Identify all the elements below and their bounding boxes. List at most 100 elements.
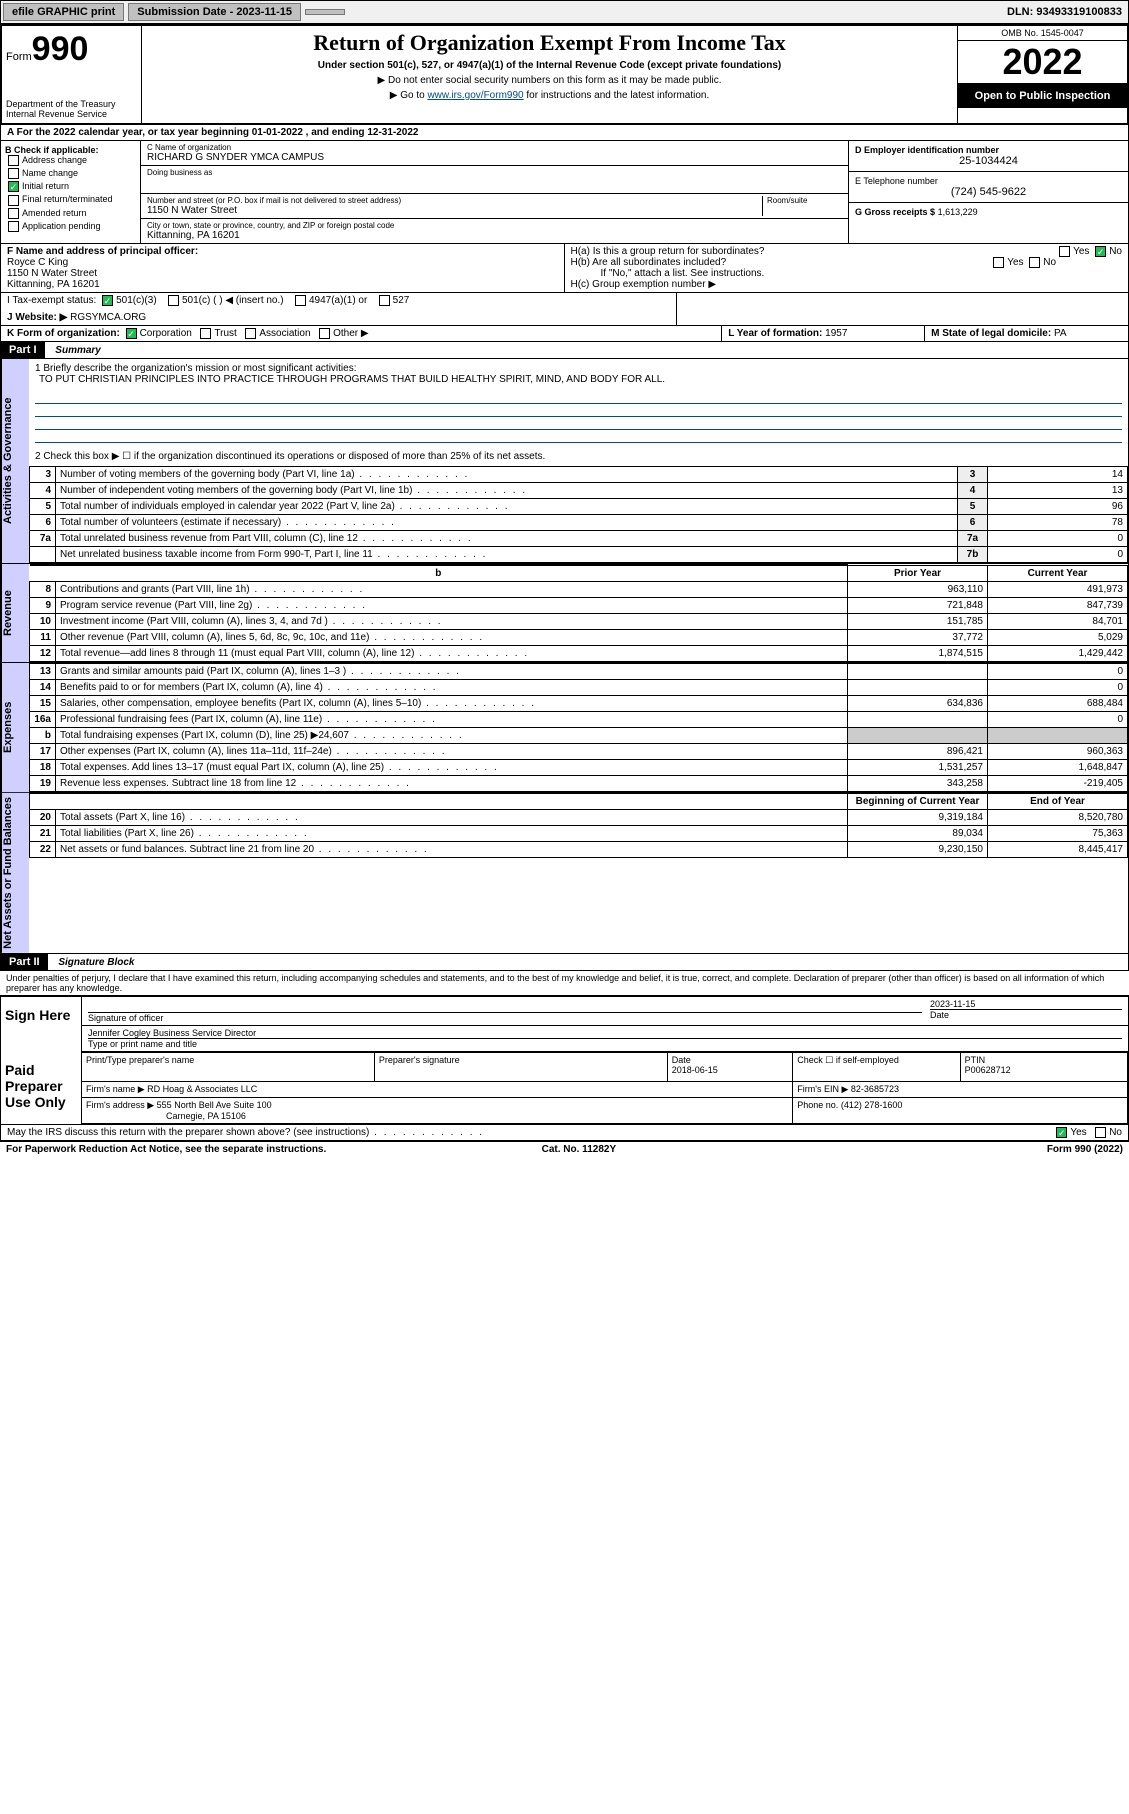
ck-initial-return[interactable]: Initial return	[5, 181, 136, 192]
header-left: Form990 Department of the Treasury Inter…	[2, 26, 142, 123]
header-right: OMB No. 1545-0047 2022 Open to Public In…	[957, 26, 1127, 123]
part2-title: Signature Block	[50, 957, 134, 968]
line-no: 18	[30, 760, 56, 776]
line-desc: Net assets or fund balances. Subtract li…	[56, 842, 848, 858]
form-title: Return of Organization Exempt From Incom…	[146, 30, 953, 56]
ck-amended[interactable]: Amended return	[5, 208, 136, 219]
cat-no: Cat. No. 11282Y	[542, 1144, 616, 1155]
officer-addr2: Kittanning, PA 16201	[7, 279, 558, 290]
column-deg: D Employer identification number25-10344…	[848, 141, 1128, 243]
hb-yes[interactable]	[993, 257, 1004, 268]
line-prior	[848, 728, 988, 744]
ck-final-return[interactable]: Final return/terminated	[5, 194, 136, 205]
telephone: (724) 545-9622	[855, 186, 1122, 198]
line-no: 11	[30, 630, 56, 646]
vtab-expenses: Expenses	[1, 663, 29, 792]
line-box: 7a	[958, 531, 988, 547]
ck-corp[interactable]	[126, 328, 137, 339]
dept-label: Department of the Treasury Internal Reve…	[6, 99, 137, 119]
sig-date: 2023-11-15	[930, 999, 1122, 1009]
ck-name-change[interactable]: Name change	[5, 168, 136, 179]
line-prior	[848, 680, 988, 696]
ck-other[interactable]	[319, 328, 330, 339]
q2: 2 Check this box ▶ ☐ if the organization…	[29, 447, 1128, 466]
line-no: 16a	[30, 712, 56, 728]
line-no: 22	[30, 842, 56, 858]
block-bcde: B Check if applicable: Address change Na…	[0, 141, 1129, 244]
line-val: 13	[988, 483, 1128, 499]
vtab-governance: Activities & Governance	[1, 359, 29, 563]
line-desc: Total revenue—add lines 8 through 11 (mu…	[56, 646, 848, 662]
line-current: 1,648,847	[988, 760, 1128, 776]
k-label: K Form of organization:	[7, 328, 120, 339]
submission-date: Submission Date - 2023-11-15	[128, 3, 301, 21]
line-val: 0	[988, 531, 1128, 547]
paperwork-notice: For Paperwork Reduction Act Notice, see …	[6, 1144, 326, 1155]
discuss-no[interactable]	[1095, 1127, 1106, 1138]
part1-tag: Part I	[1, 342, 45, 358]
discuss-label: May the IRS discuss this return with the…	[7, 1127, 484, 1138]
ck-4947[interactable]	[295, 295, 306, 306]
line-prior: 1,874,515	[848, 646, 988, 662]
line-box: 7b	[958, 547, 988, 563]
line-desc: Net unrelated business taxable income fr…	[56, 547, 958, 563]
ha-yes[interactable]	[1059, 246, 1070, 257]
ck-527[interactable]	[379, 295, 390, 306]
line-no: 21	[30, 826, 56, 842]
line-current: 0	[988, 680, 1128, 696]
ptin: P00628712	[965, 1065, 1123, 1075]
ck-trust[interactable]	[200, 328, 211, 339]
line-desc: Total fundraising expenses (Part IX, col…	[56, 728, 848, 744]
line-desc: Total unrelated business revenue from Pa…	[56, 531, 958, 547]
firm-phone-label: Phone no.	[797, 1100, 838, 1110]
part2-tag: Part II	[1, 954, 48, 970]
line-desc: Salaries, other compensation, employee b…	[56, 696, 848, 712]
vtab-netassets: Net Assets or Fund Balances	[1, 793, 29, 953]
ha-label: H(a) Is this a group return for subordin…	[571, 246, 765, 257]
ck-app-pending[interactable]: Application pending	[5, 221, 136, 232]
ck-501c[interactable]	[168, 295, 179, 306]
line-current: 960,363	[988, 744, 1128, 760]
firm-addr2: Carnegie, PA 15106	[86, 1111, 246, 1121]
website: RGSYMCA.ORG	[70, 312, 146, 323]
ck-501c3[interactable]	[102, 295, 113, 306]
signature-block: Sign Here Signature of officer 2023-11-1…	[0, 995, 1129, 1125]
line-prior: 9,230,150	[848, 842, 988, 858]
row-a-taxyear: A For the 2022 calendar year, or tax yea…	[0, 125, 1129, 141]
state-domicile: PA	[1054, 328, 1067, 339]
part1-expenses: Expenses 13Grants and similar amounts pa…	[0, 663, 1129, 793]
discuss-yes[interactable]	[1056, 1127, 1067, 1138]
prep-name-label: Print/Type preparer's name	[86, 1055, 370, 1065]
col-current: Current Year	[988, 565, 1128, 582]
line-current: -219,405	[988, 776, 1128, 792]
room-label: Room/suite	[767, 196, 842, 205]
form-header: Form990 Department of the Treasury Inter…	[0, 24, 1129, 125]
line-no: 8	[30, 582, 56, 598]
line-desc: Total assets (Part X, line 16)	[56, 810, 848, 826]
ha-no[interactable]	[1095, 246, 1106, 257]
ck-assoc[interactable]	[245, 328, 256, 339]
part1-revenue: Revenue bPrior YearCurrent Year 8Contrib…	[0, 564, 1129, 663]
form-subtitle: Under section 501(c), 527, or 4947(a)(1)…	[146, 60, 953, 71]
j-label: J Website: ▶	[7, 312, 67, 323]
line-no: 7a	[30, 531, 56, 547]
line-prior: 896,421	[848, 744, 988, 760]
line-no: 19	[30, 776, 56, 792]
d-label: D Employer identification number	[855, 145, 1122, 155]
irs-link[interactable]: www.irs.gov/Form990	[427, 90, 523, 101]
line-prior: 1,531,257	[848, 760, 988, 776]
page-footer: For Paperwork Reduction Act Notice, see …	[0, 1141, 1129, 1157]
firm-name: RD Hoag & Associates LLC	[147, 1084, 257, 1094]
col-end: End of Year	[988, 794, 1128, 810]
row-klm: K Form of organization: Corporation Trus…	[0, 326, 1129, 342]
line-current: 84,701	[988, 614, 1128, 630]
hb-note: If "No," attach a list. See instructions…	[571, 268, 1123, 279]
line-no: 20	[30, 810, 56, 826]
line-no: 12	[30, 646, 56, 662]
vtab-revenue: Revenue	[1, 564, 29, 662]
hb-no[interactable]	[1029, 257, 1040, 268]
line-current	[988, 728, 1128, 744]
efile-button[interactable]: efile GRAPHIC print	[3, 3, 124, 21]
ck-address-change[interactable]: Address change	[5, 155, 136, 166]
g-label: G Gross receipts $	[855, 207, 935, 217]
